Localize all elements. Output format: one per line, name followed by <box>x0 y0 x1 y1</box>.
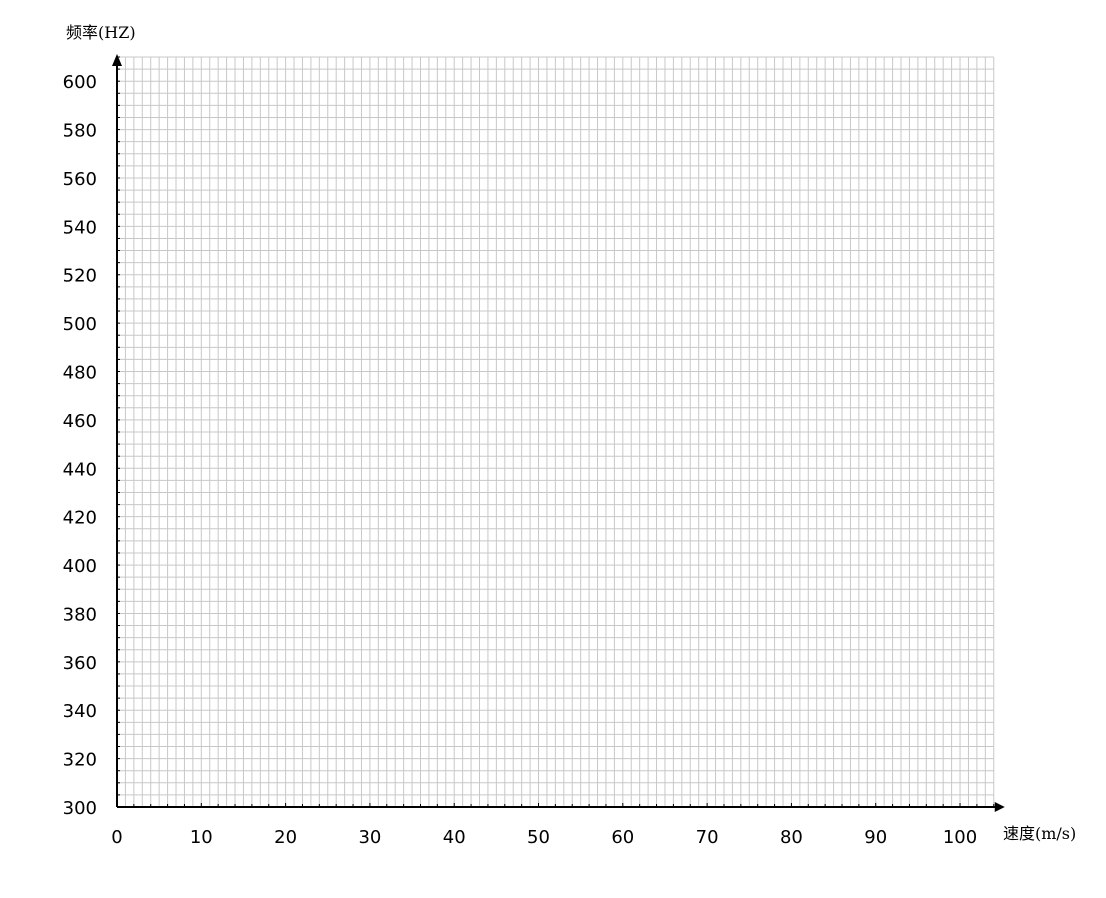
y-tick-label: 600 <box>63 72 97 93</box>
y-tick-label: 340 <box>63 701 97 722</box>
y-tick-label: 520 <box>63 266 97 287</box>
x-tick-label: 40 <box>443 827 466 848</box>
y-axis-title: 频率(HZ) <box>66 23 136 42</box>
y-tick-label: 480 <box>63 363 97 384</box>
y-tick-label: 320 <box>63 750 97 771</box>
y-tick-label: 300 <box>63 798 97 819</box>
y-tick-label: 380 <box>63 604 97 625</box>
x-ticks: 0 10 20 30 40 50 60 70 80 90 100 <box>111 827 977 848</box>
y-tick-label: 560 <box>63 169 97 190</box>
x-tick-label: 90 <box>864 827 887 848</box>
x-tick-label: 20 <box>274 827 297 848</box>
x-tick-label: 80 <box>780 827 803 848</box>
y-tick-label: 420 <box>63 508 97 529</box>
y-tick-label: 400 <box>63 556 97 577</box>
y-tick-label: 540 <box>63 217 97 238</box>
x-tick-label: 30 <box>358 827 381 848</box>
y-tick-label: 460 <box>63 411 97 432</box>
y-tick-label: 440 <box>63 459 97 480</box>
grid <box>117 56 995 807</box>
y-tick-label: 580 <box>63 121 97 142</box>
x-axis-arrow <box>994 802 1005 812</box>
y-axis-arrow <box>112 54 122 66</box>
x-tick-label: 0 <box>111 827 122 848</box>
x-tick-label: 70 <box>696 827 719 848</box>
x-tick-label: 50 <box>527 827 550 848</box>
y-tick-label: 360 <box>63 653 97 674</box>
x-tick-label: 60 <box>611 827 634 848</box>
x-axis-title: 速度(m/s) <box>1003 824 1076 843</box>
x-tick-label: 100 <box>943 827 977 848</box>
y-tick-label: 500 <box>63 314 97 335</box>
axes <box>112 54 1005 812</box>
x-tick-label: 10 <box>190 827 213 848</box>
y-ticks: 300 320 340 360 380 400 420 440 460 480 500 520 540 5… <box>63 72 97 819</box>
